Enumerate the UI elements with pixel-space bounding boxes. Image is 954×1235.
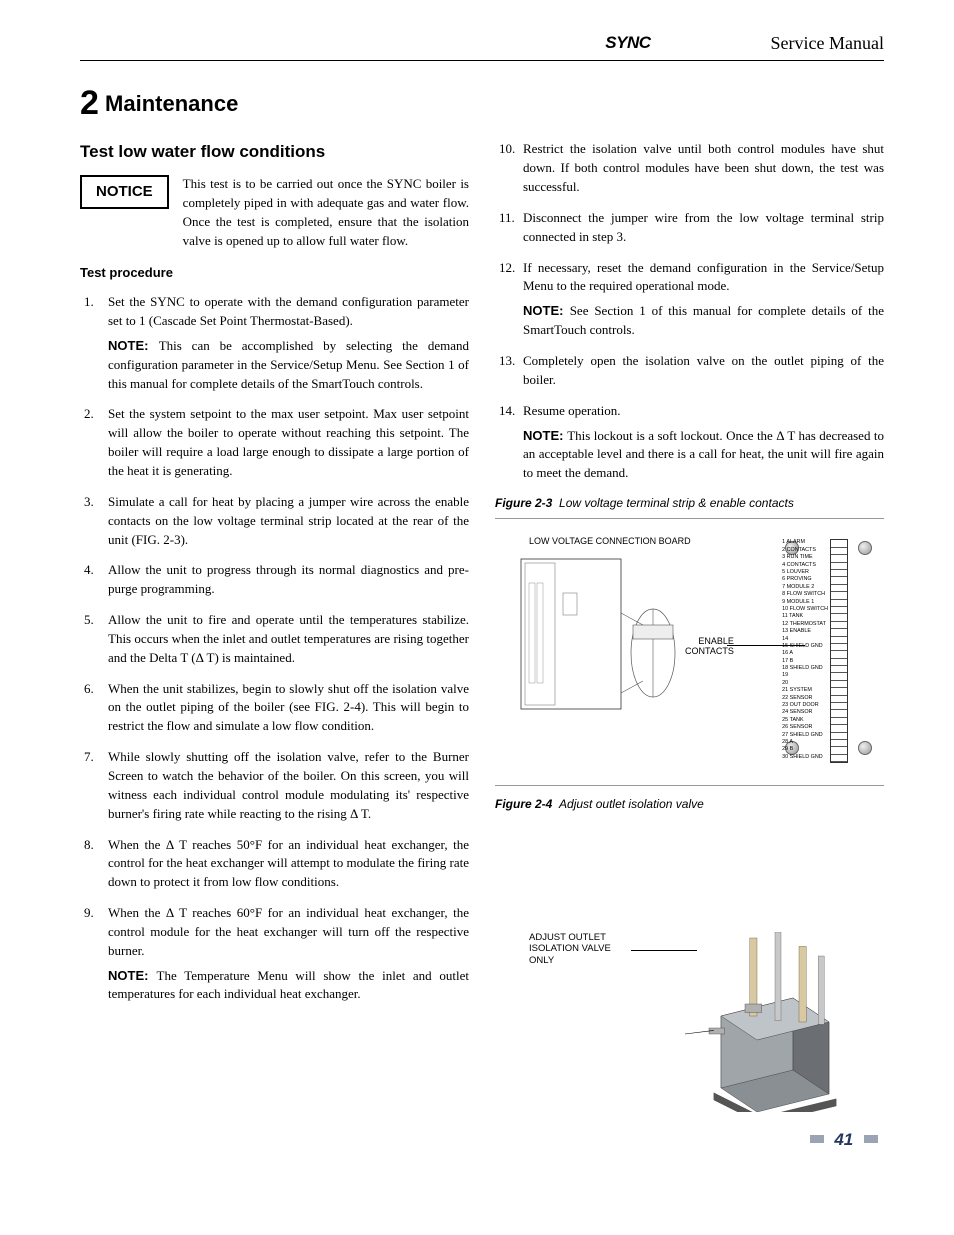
figure-number: Figure 2-4 bbox=[495, 797, 552, 811]
figure-2-3: LOW VOLTAGE CONNECTION BOARD ENABLE CONT… bbox=[495, 518, 884, 786]
procedure-step: When the Δ T reaches 50°F for an individ… bbox=[80, 836, 469, 893]
right-column: Restrict the isolation valve until both … bbox=[495, 140, 884, 1119]
procedure-step: When the unit stabilizes, begin to slowl… bbox=[80, 680, 469, 737]
fig23-panel-icon bbox=[513, 553, 693, 723]
step-note: NOTE: This lockout is a soft lockout. On… bbox=[523, 427, 884, 484]
notice-label-box: NOTICE bbox=[80, 175, 169, 209]
content-columns: Test low water flow conditions NOTICE Th… bbox=[80, 140, 884, 1119]
screw-icon bbox=[858, 541, 872, 555]
procedure-step: When the Δ T reaches 60°F for an individ… bbox=[80, 904, 469, 1004]
page-number: 41 bbox=[80, 1128, 884, 1153]
procedure-steps-left: Set the SYNC to operate with the demand … bbox=[80, 293, 469, 1004]
page-number-value: 41 bbox=[834, 1130, 853, 1149]
procedure-heading: Test procedure bbox=[80, 264, 469, 283]
section-heading: 2 Maintenance bbox=[80, 79, 884, 128]
figure-2-4: ADJUST OUTLET ISOLATION VALVE ONLY bbox=[495, 820, 884, 1120]
left-column: Test low water flow conditions NOTICE Th… bbox=[80, 140, 469, 1119]
screw-icon bbox=[858, 741, 872, 755]
procedure-step: While slowly shutting off the isolation … bbox=[80, 748, 469, 823]
notice-text: This test is to be carried out once the … bbox=[183, 175, 469, 250]
figure-2-3-caption: Figure 2-3 Low voltage terminal strip & … bbox=[495, 495, 884, 512]
procedure-step: Simulate a call for heat by placing a ju… bbox=[80, 493, 469, 550]
terminal-labels: 1 ALARM2 CONTACTS3 RUN TIME4 CONTACTS5 L… bbox=[782, 539, 828, 761]
procedure-steps-right: Restrict the isolation valve until both … bbox=[495, 140, 884, 483]
fig23-board-label: LOW VOLTAGE CONNECTION BOARD bbox=[529, 535, 691, 548]
procedure-step: Disconnect the jumper wire from the low … bbox=[495, 209, 884, 247]
step-note: NOTE: The Temperature Menu will show the… bbox=[108, 967, 469, 1005]
fig24-valve-label: ADJUST OUTLET ISOLATION VALVE ONLY bbox=[529, 932, 611, 966]
step-note: NOTE: See Section 1 of this manual for c… bbox=[523, 302, 884, 340]
subsection-heading: Test low water flow conditions bbox=[80, 140, 469, 165]
terminal-block bbox=[830, 539, 848, 763]
manual-title: Service Manual bbox=[771, 30, 884, 56]
figure-2-4-caption: Figure 2-4 Adjust outlet isolation valve bbox=[495, 796, 884, 813]
figure-number: Figure 2-3 bbox=[495, 496, 552, 510]
procedure-step: Resume operation.NOTE: This lockout is a… bbox=[495, 402, 884, 483]
section-title: Maintenance bbox=[105, 91, 238, 116]
page-header: SYNC Service Manual bbox=[80, 30, 884, 61]
procedure-step: If necessary, reset the demand configura… bbox=[495, 259, 884, 340]
procedure-step: Completely open the isolation valve on t… bbox=[495, 352, 884, 390]
notice-block: NOTICE This test is to be carried out on… bbox=[80, 175, 469, 250]
procedure-step: Set the system setpoint to the max user … bbox=[80, 405, 469, 480]
procedure-step: Set the SYNC to operate with the demand … bbox=[80, 293, 469, 393]
procedure-step: Restrict the isolation valve until both … bbox=[495, 140, 884, 197]
procedure-step: Allow the unit to fire and operate until… bbox=[80, 611, 469, 668]
figure-title: Adjust outlet isolation valve bbox=[559, 797, 704, 811]
boiler-isometric-icon bbox=[658, 932, 868, 1112]
section-number: 2 bbox=[80, 84, 99, 122]
procedure-step: Allow the unit to progress through its n… bbox=[80, 561, 469, 599]
brand-logo: SYNC bbox=[605, 31, 650, 56]
fig23-enable-label: ENABLE CONTACTS bbox=[685, 637, 734, 657]
figure-title: Low voltage terminal strip & enable cont… bbox=[559, 496, 794, 510]
step-note: NOTE: This can be accomplished by select… bbox=[108, 337, 469, 394]
